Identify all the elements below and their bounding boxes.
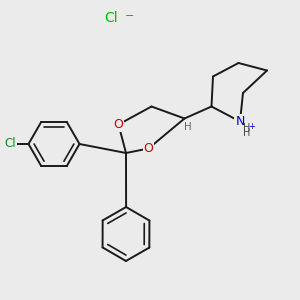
Text: H: H	[184, 122, 191, 132]
Text: O: O	[114, 118, 123, 131]
Text: O: O	[144, 142, 153, 155]
Text: N: N	[235, 115, 245, 128]
Text: Cl: Cl	[5, 137, 16, 150]
Text: H: H	[243, 123, 250, 133]
Text: +: +	[248, 122, 255, 131]
Text: Cl: Cl	[104, 11, 118, 25]
Text: H: H	[243, 128, 250, 138]
Text: −: −	[125, 11, 134, 21]
